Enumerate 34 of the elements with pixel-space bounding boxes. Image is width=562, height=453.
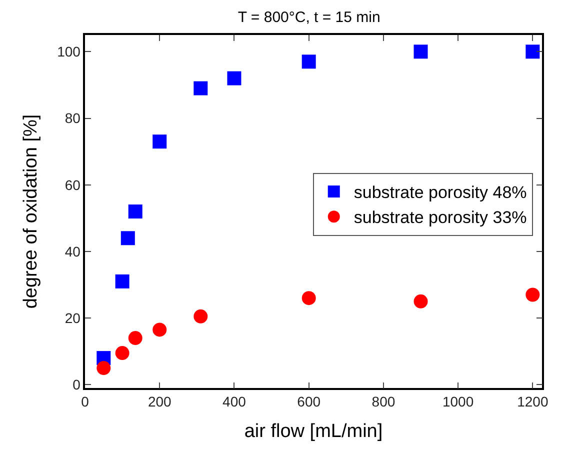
x-tick-label: 200: [148, 394, 172, 410]
point: [115, 274, 130, 288]
point: [194, 309, 208, 324]
x-tick-label: 800: [372, 394, 396, 410]
y-tick-label: 60: [64, 176, 81, 193]
point: [152, 134, 167, 149]
point: [120, 231, 135, 246]
legend-label: substrate porosity 33%: [354, 208, 527, 228]
legend-label: substrate porosity 48%: [354, 183, 527, 202]
point: [128, 331, 142, 346]
chart-title: T = 800°C, t = 15 min: [238, 8, 380, 26]
y-tick-label: 0: [72, 376, 81, 393]
point: [302, 291, 316, 306]
x-axis-title: air flow [mL/min]: [244, 420, 383, 442]
x-tick-label: 400: [222, 394, 246, 410]
y-tick-label: 40: [64, 243, 81, 260]
point: [115, 346, 130, 360]
point: [128, 204, 142, 218]
x-tick-label: 1200: [517, 394, 548, 410]
point: [152, 322, 167, 337]
point: [526, 44, 540, 59]
y-axis-title: degree of oxidation [%]: [20, 114, 42, 309]
point: [227, 71, 242, 86]
y-tick-label: 100: [57, 44, 81, 60]
point: [194, 81, 208, 96]
point: [302, 54, 316, 69]
y-tick-label: 20: [64, 310, 81, 326]
point: [526, 288, 540, 302]
x-tick-label: 1000: [442, 394, 474, 410]
point: [414, 44, 428, 59]
x-tick-label: 600: [297, 394, 321, 410]
point: [414, 294, 428, 308]
point: [96, 361, 111, 376]
y-tick-label: 80: [64, 110, 81, 126]
